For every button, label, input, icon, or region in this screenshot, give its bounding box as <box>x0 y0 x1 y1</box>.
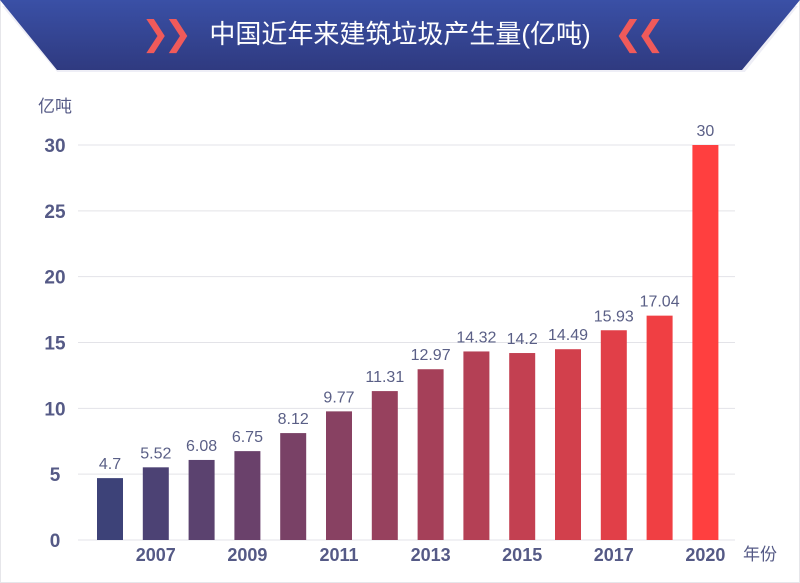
data-label: 30 <box>697 123 715 140</box>
y-tick-label: 25 <box>44 202 66 223</box>
bar-2014 <box>463 351 490 540</box>
x-tick-label: 2017 <box>594 545 634 565</box>
data-label: 6.08 <box>186 438 217 455</box>
bar-2010 <box>280 433 307 540</box>
data-label: 5.52 <box>140 445 171 462</box>
data-label: 12.97 <box>411 347 451 364</box>
x-tick-label: 2015 <box>502 545 542 565</box>
data-label: 9.77 <box>323 389 354 406</box>
y-tick-label: 15 <box>44 334 66 355</box>
bar-2018 <box>646 315 673 540</box>
x-tick-label: 2009 <box>227 545 267 565</box>
y-tick-label: 5 <box>50 465 61 486</box>
data-label: 11.31 <box>365 369 404 386</box>
double-chevron-left-icon: ❮❮ <box>613 15 665 53</box>
bar-2016 <box>555 349 581 540</box>
y-tick-label: 20 <box>44 268 65 289</box>
data-label: 17.04 <box>640 294 680 311</box>
title-banner <box>0 0 800 72</box>
chart-title: 中国近年来建筑垃圾产生量(亿吨) <box>209 19 591 49</box>
bar-2007 <box>142 467 169 540</box>
data-label: 8.12 <box>278 411 309 428</box>
bar-2017 <box>600 330 627 540</box>
double-chevron-right-icon: ❯❯ <box>141 15 192 53</box>
bar-2008 <box>188 459 215 540</box>
bar-2012 <box>371 391 398 540</box>
data-label: 4.7 <box>99 456 121 473</box>
x-tick-label: 2013 <box>411 545 451 565</box>
y-tick-label: 30 <box>44 136 65 157</box>
x-axis-label: 年份 <box>743 545 777 564</box>
bar-2020 <box>692 145 719 540</box>
data-label: 14.32 <box>456 329 496 346</box>
bar-2013 <box>417 369 444 540</box>
data-label: 6.75 <box>232 429 263 446</box>
x-tick-label: 2020 <box>685 545 725 565</box>
x-tick-label: 2007 <box>136 545 176 565</box>
bar-2009 <box>234 451 261 540</box>
y-tick-label: 0 <box>50 531 61 552</box>
bar-2011 <box>326 411 352 540</box>
y-axis-label: 亿吨 <box>38 97 72 116</box>
bar-2006 <box>97 478 123 540</box>
data-label: 14.2 <box>507 331 538 348</box>
x-tick-label: 2011 <box>319 545 358 565</box>
data-label: 14.49 <box>548 327 588 344</box>
data-label: 15.93 <box>594 308 634 325</box>
bar-2015 <box>509 353 536 540</box>
y-tick-label: 10 <box>44 399 65 420</box>
chart-title-row: ❯❯ 中国近年来建筑垃圾产生量(亿吨) ❮❮ <box>0 14 800 54</box>
